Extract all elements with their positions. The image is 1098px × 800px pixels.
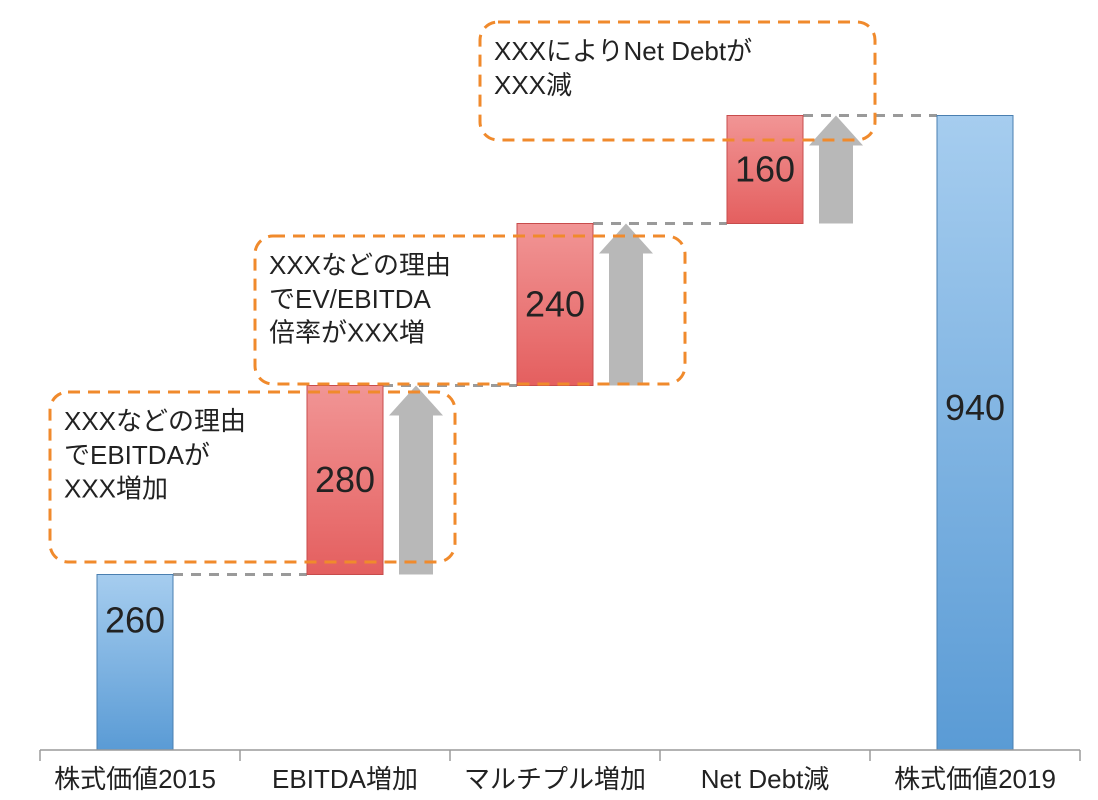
up-arrow-icon — [599, 224, 653, 386]
x-axis-label-mult: マルチプル増加 — [464, 764, 646, 794]
callout-text-ebitda-0: XXXなどの理由 — [64, 406, 246, 436]
callout-text-mult-1: でEV/EBITDA — [269, 284, 431, 314]
start-value-label: 260 — [105, 600, 165, 641]
delta-value-label-3: 160 — [735, 149, 795, 190]
callout-text-mult-0: XXXなどの理由 — [269, 250, 451, 280]
up-arrow-icon — [809, 116, 863, 224]
callout-text-debt-0: XXXによりNet Debtが — [494, 36, 752, 66]
waterfall-chart: 260280240160940XXXなどの理由でEBITDAがXXX増加XXXな… — [0, 0, 1098, 800]
end-value-label: 940 — [945, 387, 1005, 428]
delta-value-label-1: 280 — [315, 459, 375, 500]
callout-text-ebitda-2: XXX増加 — [64, 474, 168, 504]
bar-end — [937, 116, 1013, 751]
callout-text-debt-1: XXX減 — [494, 70, 572, 100]
callout-text-mult-2: 倍率がXXX増 — [269, 318, 425, 348]
x-axis-label-ebitda: EBITDA増加 — [272, 764, 418, 794]
delta-value-label-2: 240 — [525, 284, 585, 325]
x-axis-label-start: 株式価値2015 — [54, 764, 216, 794]
x-axis-label-end: 株式価値2019 — [894, 764, 1056, 794]
up-arrow-icon — [389, 386, 443, 575]
x-axis-label-debt: Net Debt減 — [701, 764, 830, 794]
callout-text-ebitda-1: でEBITDAが — [64, 440, 210, 470]
